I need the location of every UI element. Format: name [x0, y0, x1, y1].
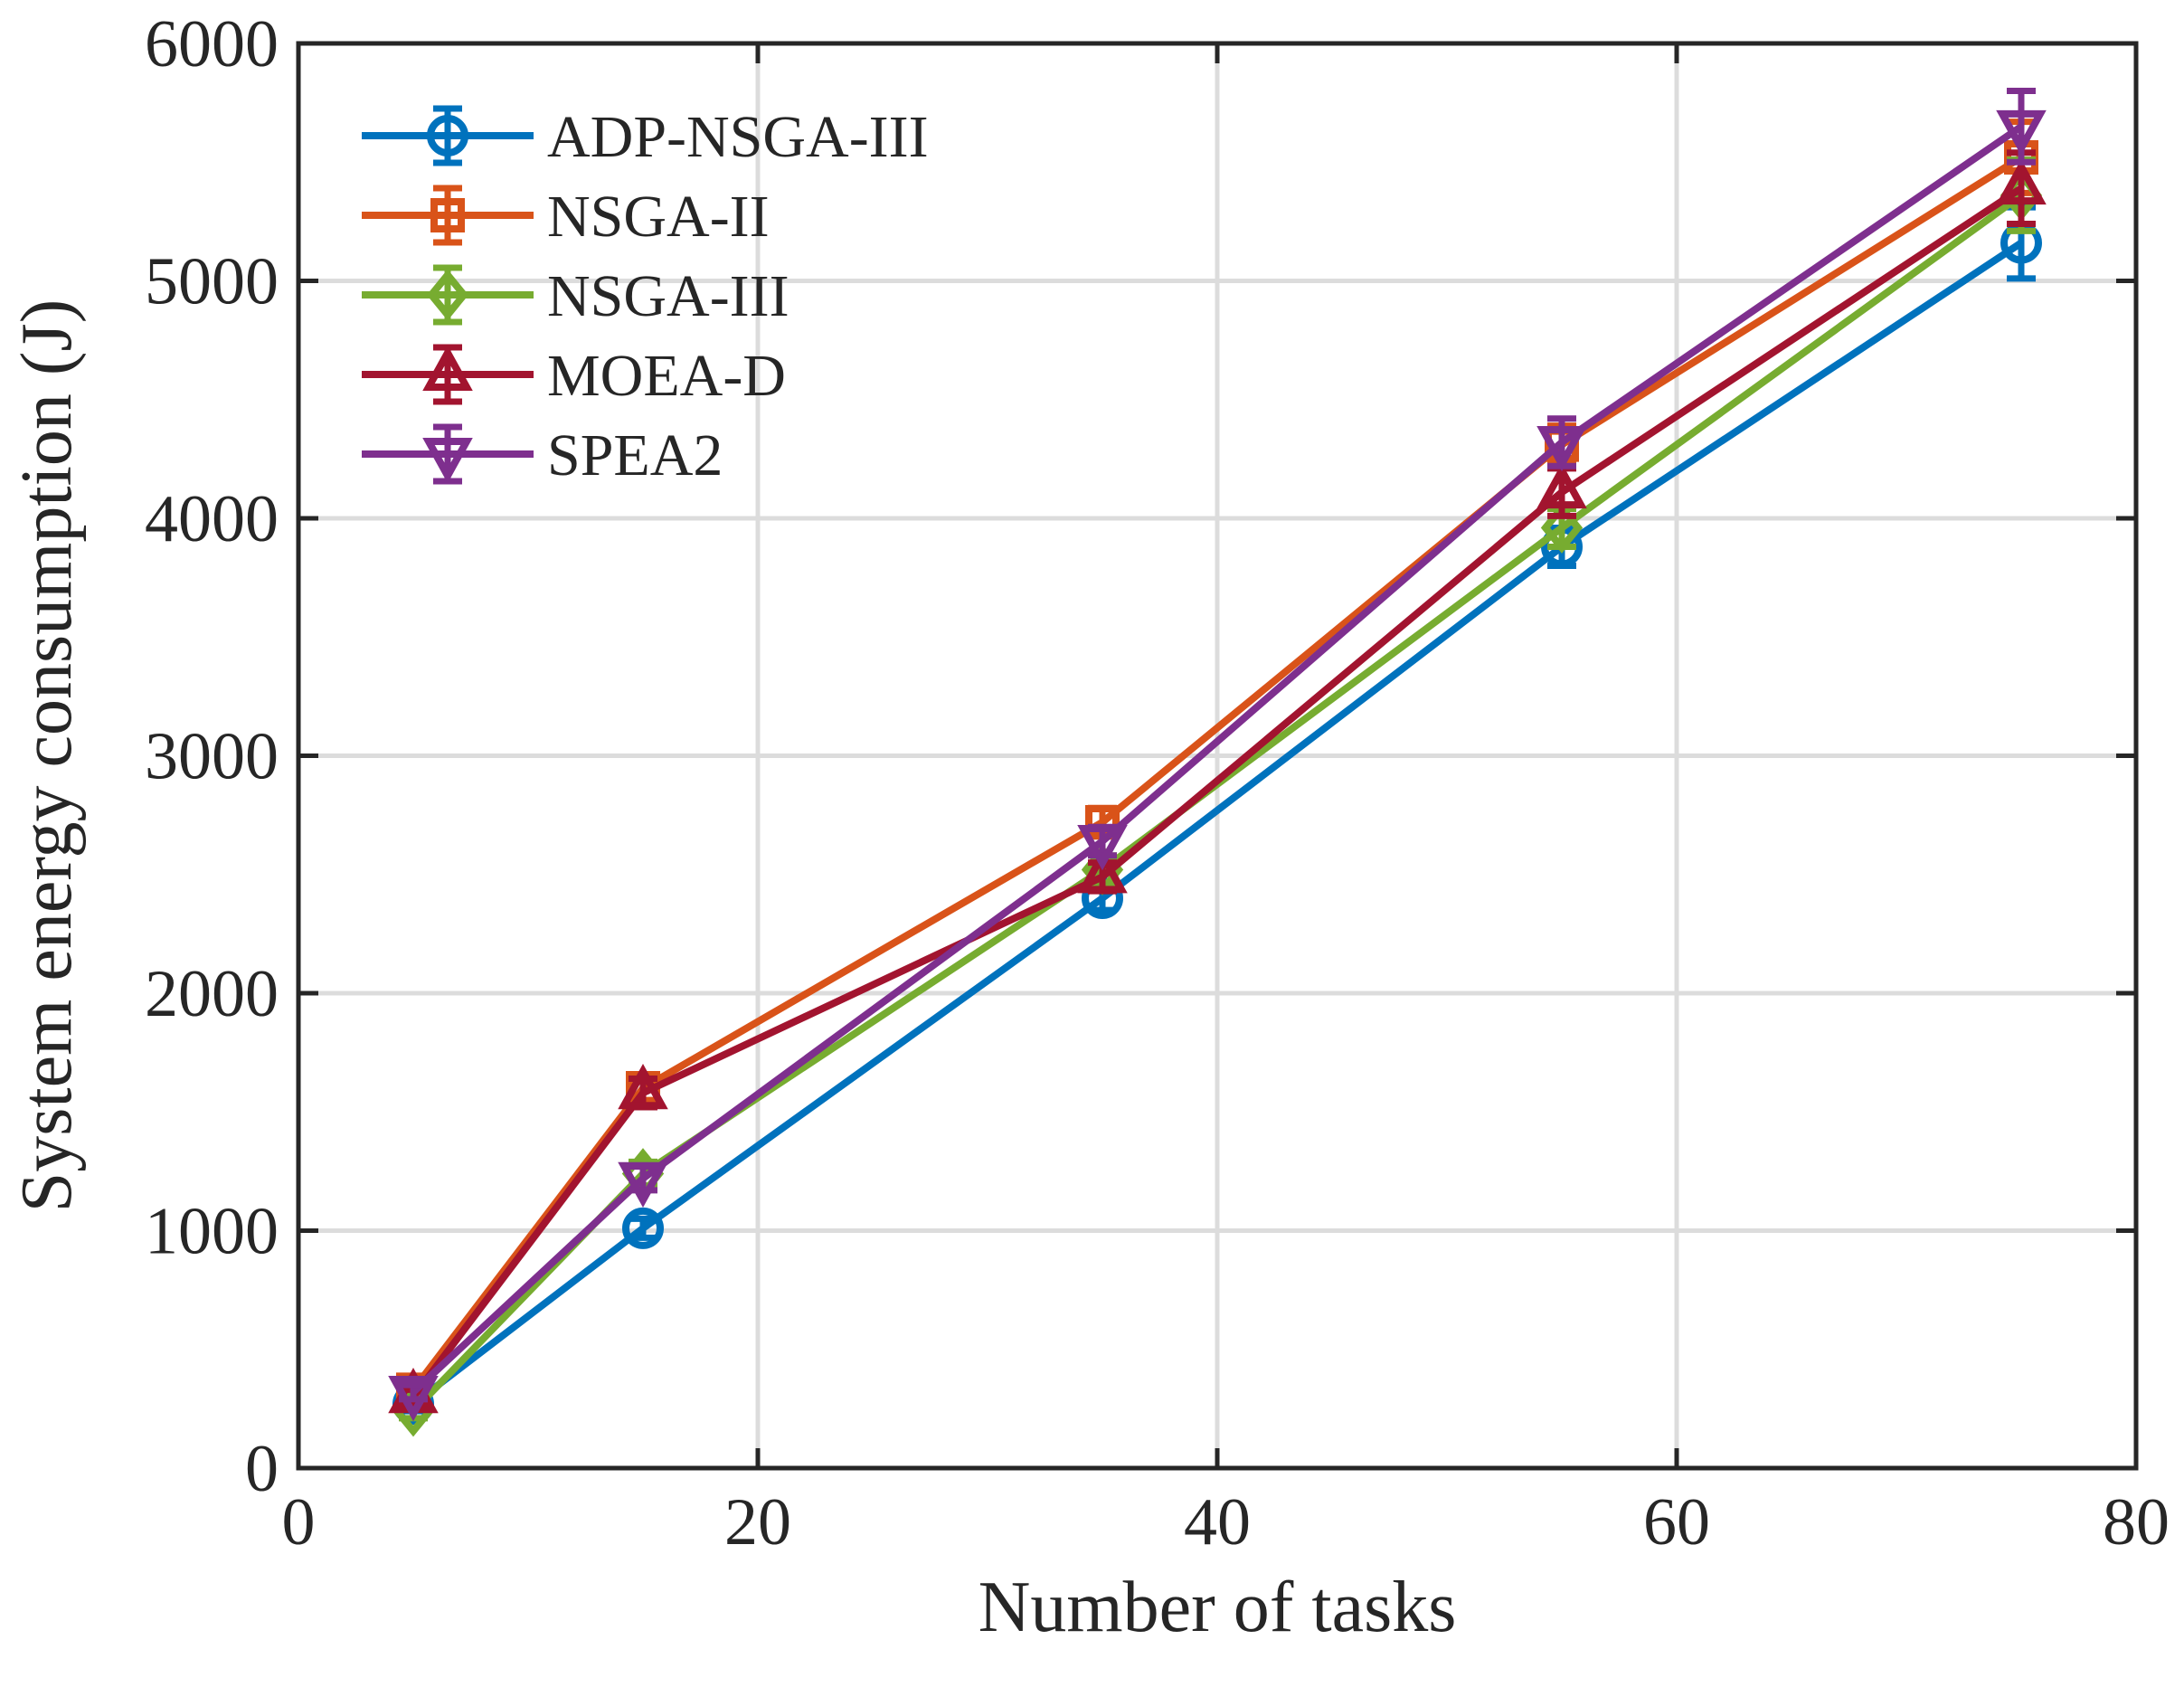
series-spea2	[388, 88, 2047, 1422]
legend-label: MOEA-D	[547, 343, 786, 409]
data-point	[618, 1063, 668, 1110]
data-point	[1996, 109, 2047, 156]
legend-item-nsga-iii: NSGA-III	[362, 263, 789, 329]
data-point	[1077, 848, 1128, 894]
x-axis-label: Number of tasks	[979, 1568, 1457, 1647]
y-tick-label: 1000	[145, 1195, 279, 1269]
legend-item-moea-d: MOEA-D	[362, 343, 786, 409]
y-axis-label: System energy consumption (J)	[7, 299, 87, 1213]
y-tick-label: 4000	[145, 482, 279, 556]
legend-marker	[422, 438, 473, 484]
x-tick-label: 0	[282, 1485, 316, 1559]
legend-item-adp-nsga-iii: ADP-NSGA-III	[362, 104, 929, 170]
data-point	[388, 1376, 439, 1422]
x-tick-label: 40	[1184, 1485, 1251, 1559]
axis-ticks: 0 20 40 60 80 0 1000 2000 3000 4000 5000 6000	[145, 7, 2170, 1559]
legend-label: SPEA2	[547, 422, 723, 488]
legend-marker	[426, 269, 469, 321]
legend-label: NSGA-III	[547, 263, 789, 329]
data-point	[1536, 462, 1587, 509]
x-tick-label: 80	[2103, 1485, 2170, 1559]
data-point	[1077, 825, 1128, 871]
legend-marker	[427, 115, 468, 156]
legend-label: NSGA-II	[547, 184, 770, 250]
legend-item-spea2: SPEA2	[362, 422, 723, 488]
data-point	[1536, 426, 1587, 472]
data-point	[622, 1207, 664, 1249]
data-point	[1996, 158, 2047, 205]
legend-item-nsga-ii: NSGA-II	[362, 184, 770, 250]
data-point	[618, 1161, 668, 1208]
legend-marker	[430, 198, 465, 232]
y-tick-label: 3000	[145, 720, 279, 794]
y-tick-label: 2000	[145, 957, 279, 1031]
y-tick-label: 5000	[145, 245, 279, 319]
y-tick-label: 6000	[145, 7, 279, 81]
data-point	[1540, 502, 1584, 554]
grid	[298, 43, 2136, 1468]
x-tick-label: 60	[1643, 1485, 1710, 1559]
legend-label: ADP-NSGA-III	[547, 104, 929, 170]
legend: ADP-NSGA-III NSGA-II NSGA-III MOEA-D SPEA2	[362, 104, 929, 488]
x-tick-label: 20	[724, 1485, 791, 1559]
y-tick-label: 0	[245, 1432, 279, 1506]
legend-marker	[422, 345, 473, 391]
data-series	[388, 88, 2047, 1437]
